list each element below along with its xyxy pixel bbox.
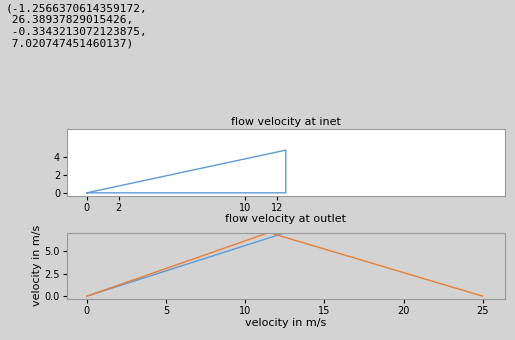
Text: (-1.2566370614359172,
 26.38937829015426,
 -0.3343213072123875,
 7.0207474514601: (-1.2566370614359172, 26.38937829015426,… xyxy=(5,3,147,48)
Y-axis label: velocity in m/s: velocity in m/s xyxy=(32,225,42,306)
Title: flow velocity at inet: flow velocity at inet xyxy=(231,117,341,127)
X-axis label: flow velocity at outlet: flow velocity at outlet xyxy=(226,214,346,224)
X-axis label: velocity in m/s: velocity in m/s xyxy=(245,318,327,327)
